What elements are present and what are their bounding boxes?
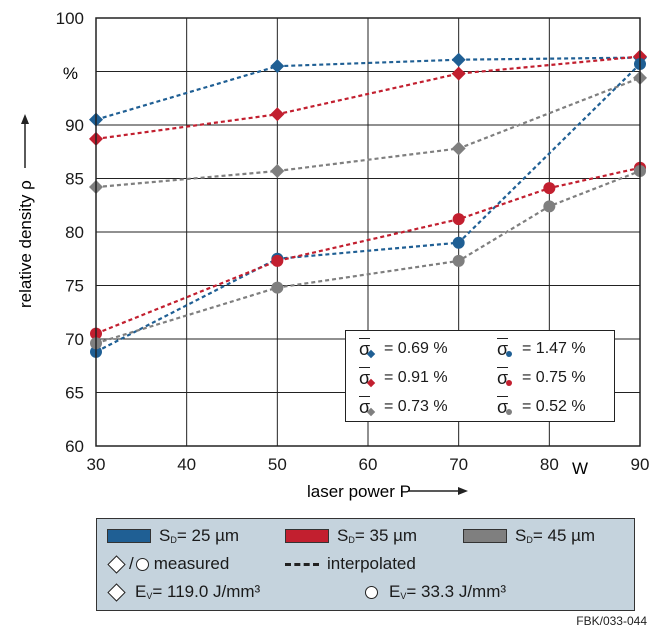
y-tick-label: 85 (65, 170, 84, 189)
tick-labels: 30 40 50 60 70 80 90 60 65 70 75 80 85 90 100 (56, 9, 650, 474)
circle-icon (365, 585, 378, 599)
x-tick-label: 30 (87, 455, 106, 474)
data-point-diamond (270, 164, 285, 179)
y-tick-label: 90 (65, 116, 84, 135)
y-tick-label: 75 (65, 277, 84, 296)
legend-item-measured: / measured (107, 554, 229, 574)
y-axis-label: relative density ρ (16, 180, 35, 308)
legend-swatch-gray (463, 529, 507, 543)
data-point-circle (543, 182, 556, 195)
sigma-entry-sd35-circle: σ = 0.75 % (497, 367, 586, 388)
series-line (95, 56, 641, 121)
sigma-entry-sd35-diamond: σ = 0.91 % (359, 367, 448, 388)
sigma-entry-sd45-diamond: σ = 0.73 % (359, 396, 448, 417)
data-point-diamond (270, 59, 285, 74)
legend-item-interpolated: interpolated (285, 554, 416, 574)
x-tick-label: 50 (268, 455, 287, 474)
series-line (95, 76, 641, 189)
data-point-circle (452, 254, 465, 267)
y-tick-label: 100 (56, 9, 84, 28)
x-tick-label: 40 (177, 455, 196, 474)
data-point-circle (452, 236, 465, 249)
circle-icon (135, 557, 149, 571)
legend-swatch-red (285, 529, 329, 543)
sigma-entry-sd25-circle: σ = 1.47 % (497, 338, 586, 359)
series-markers (89, 49, 647, 358)
y-unit-label: % (63, 64, 78, 83)
data-point-circle (452, 213, 465, 226)
data-point-diamond (451, 66, 466, 81)
series-line (95, 55, 641, 140)
sigma-entry-sd25-measured-diamond: σ = 0.69 % (359, 338, 448, 359)
sigma-entry-sd45-circle: σ = 0.52 % (497, 396, 586, 417)
data-point-diamond (451, 141, 466, 156)
chart: 30 40 50 60 70 80 90 60 65 70 75 80 85 90 100 laser po… (16, 9, 650, 501)
dashed-line-icon (285, 562, 319, 566)
plot-frame (95, 17, 641, 447)
y-tick-label: 65 (65, 384, 84, 403)
y-tick-label: 70 (65, 330, 84, 349)
x-tick-label: 80 (540, 455, 559, 474)
x-tick-label: 90 (631, 455, 650, 474)
diamond-icon (107, 554, 126, 574)
data-point-diamond (270, 107, 285, 122)
data-point-circle (271, 281, 284, 294)
diamond-icon (107, 582, 126, 602)
x-tick-label: 70 (449, 455, 468, 474)
series-line (95, 63, 641, 353)
std-deviation-box: σ = 0.69 % σ = 1.47 % σ = 0.91 % σ = 0.7… (345, 330, 615, 422)
y-axis-arrowhead (21, 114, 29, 124)
data-point-circle (271, 254, 284, 267)
x-unit-label: W (572, 459, 588, 478)
x-axis-label: laser power P (307, 482, 411, 501)
figure-id: FBK/033-044 (576, 614, 647, 628)
y-tick-label: 80 (65, 223, 84, 242)
x-tick-label: 60 (359, 455, 378, 474)
x-axis-arrowhead (458, 487, 468, 495)
legend-swatch-blue (107, 529, 151, 543)
data-point-circle (543, 200, 556, 213)
y-tick-label: 60 (65, 437, 84, 456)
data-point-diamond (451, 52, 466, 67)
